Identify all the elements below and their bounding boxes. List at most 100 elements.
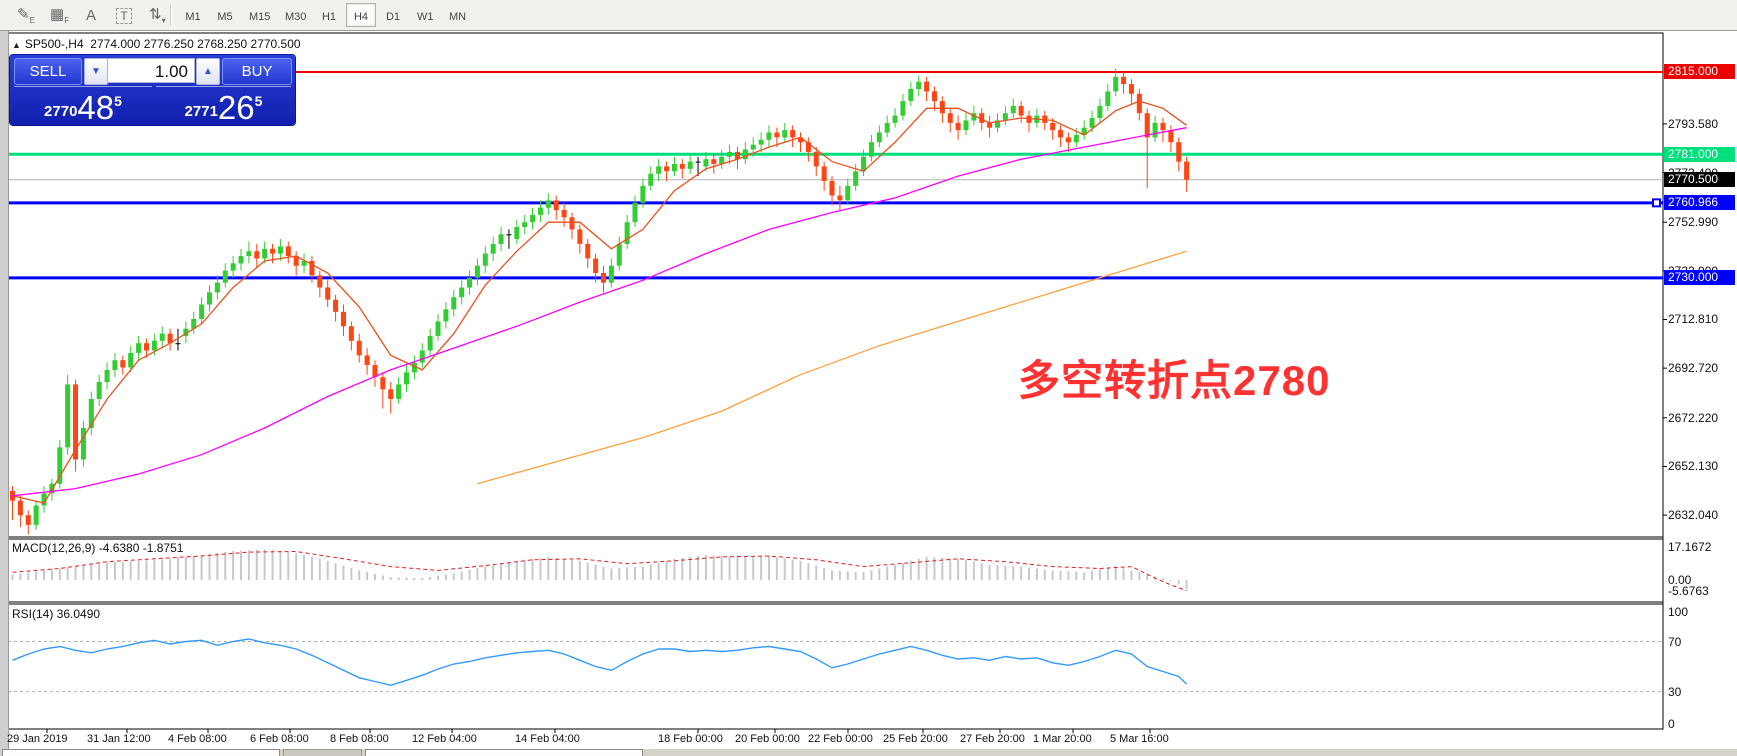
candle-body[interactable] (845, 185, 851, 201)
candle-body[interactable] (1128, 84, 1134, 94)
sell-button[interactable]: SELL (14, 58, 82, 85)
candle-body[interactable] (175, 343, 181, 345)
chart-tab[interactable] (283, 749, 362, 756)
candle-body[interactable] (25, 515, 31, 525)
candle-body[interactable] (214, 282, 220, 293)
collapse-arrow-icon[interactable]: ▲ (12, 40, 21, 50)
candle-body[interactable] (1058, 130, 1064, 138)
candle-body[interactable] (498, 234, 504, 244)
candle-body[interactable] (656, 166, 662, 174)
candle-body[interactable] (727, 151, 733, 157)
candle-body[interactable] (782, 130, 788, 138)
candle-body[interactable] (939, 101, 945, 114)
candle-body[interactable] (340, 311, 346, 327)
candle-body[interactable] (995, 120, 1000, 128)
candle-body[interactable] (758, 139, 764, 145)
candle-body[interactable] (861, 156, 867, 172)
candle-body[interactable] (482, 253, 488, 266)
candle-body[interactable] (73, 384, 79, 460)
candle-body[interactable] (490, 243, 496, 254)
candle-body[interactable] (151, 340, 157, 351)
candle-body[interactable] (616, 243, 622, 266)
candle-body[interactable] (703, 159, 709, 167)
candle-body[interactable] (262, 248, 268, 259)
candle-body[interactable] (561, 210, 567, 218)
candle-body[interactable] (167, 333, 173, 344)
candle-body[interactable] (585, 243, 591, 259)
timeframe-button-m15[interactable]: M15 (242, 3, 276, 27)
volume-increase-button[interactable]: ▲ (196, 58, 220, 85)
timeframe-button-d1[interactable]: D1 (378, 3, 408, 27)
arrows-tool-icon[interactable]: ⇅▾ (142, 3, 172, 27)
candle-body[interactable] (522, 222, 528, 227)
candle-body[interactable] (388, 389, 394, 399)
ma-slow-line[interactable] (477, 250, 1187, 485)
candle-body[interactable] (853, 171, 859, 186)
candle-body[interactable] (254, 251, 260, 259)
candle-body[interactable] (900, 101, 906, 116)
timeframe-button-h4[interactable]: H4 (346, 3, 376, 27)
candle-body[interactable] (648, 173, 654, 186)
candle-body[interactable] (813, 151, 819, 167)
candle-body[interactable] (924, 81, 930, 92)
candle-body[interactable] (624, 222, 630, 244)
candle-body[interactable] (687, 161, 693, 169)
candle-body[interactable] (774, 132, 780, 138)
candle-body[interactable] (1113, 76, 1119, 92)
candle-body[interactable] (908, 88, 914, 101)
candle-body[interactable] (766, 132, 772, 140)
candle-body[interactable] (467, 277, 473, 288)
timeframe-button-m30[interactable]: M30 (278, 3, 312, 27)
candle-body[interactable] (711, 159, 717, 164)
buy-price-display[interactable]: 2771 26 5 (156, 86, 291, 124)
candle-body[interactable] (112, 360, 118, 370)
candle-body[interactable] (837, 195, 843, 201)
timeframe-button-m1[interactable]: M1 (178, 3, 208, 27)
chart-tab[interactable] (365, 749, 643, 756)
ma-medium-line[interactable] (12, 127, 1187, 497)
candle-body[interactable] (664, 166, 670, 172)
candle-body[interactable] (128, 352, 134, 368)
candle-body[interactable] (1105, 91, 1111, 106)
volume-decrease-button[interactable]: ▼ (84, 58, 108, 85)
text-box-icon[interactable]: T (109, 3, 139, 27)
candle-body[interactable] (553, 200, 559, 211)
candle-body[interactable] (750, 144, 756, 150)
candle-body[interactable] (199, 304, 205, 320)
candle-body[interactable] (868, 142, 874, 157)
candle-body[interactable] (41, 493, 47, 506)
candle-body[interactable] (404, 372, 409, 385)
candle-body[interactable] (987, 122, 993, 128)
candle-body[interactable] (1184, 161, 1190, 180)
candle-body[interactable] (1065, 137, 1071, 143)
candle-body[interactable] (608, 265, 614, 283)
candle-body[interactable] (88, 399, 94, 429)
hline-handle[interactable] (1652, 198, 1661, 208)
candle-body[interactable] (451, 297, 457, 310)
candle-body[interactable] (916, 81, 922, 89)
candle-body[interactable] (1176, 142, 1182, 162)
candle-body[interactable] (640, 185, 646, 203)
candle-body[interactable] (33, 505, 39, 525)
timeframe-button-w1[interactable]: W1 (410, 3, 440, 27)
candle-body[interactable] (790, 130, 796, 138)
candle-body[interactable] (876, 132, 882, 143)
ohlc-header[interactable]: ▲ SP500-,H4 2774.000 2776.250 2768.250 27… (12, 37, 301, 51)
candle-body[interactable] (427, 336, 433, 351)
candle-body[interactable] (285, 246, 291, 257)
candle-body[interactable] (230, 263, 236, 271)
candle-body[interactable] (1160, 122, 1166, 131)
volume-input[interactable]: 1.00 (107, 58, 195, 83)
candle-body[interactable] (979, 113, 985, 123)
candle-body[interactable] (1121, 76, 1127, 85)
draw-pencils-icon[interactable]: ✎E (10, 3, 40, 27)
candle-body[interactable] (356, 340, 362, 356)
candle-body[interactable] (17, 500, 23, 516)
candle-body[interactable] (364, 355, 370, 366)
candle-body[interactable] (104, 369, 110, 382)
candle-body[interactable] (80, 428, 86, 460)
chart-annotation-text[interactable]: 多空转折点2780 (1018, 357, 1331, 404)
candle-body[interactable] (459, 287, 465, 298)
candle-body[interactable] (159, 333, 165, 341)
candle-body[interactable] (207, 292, 212, 305)
